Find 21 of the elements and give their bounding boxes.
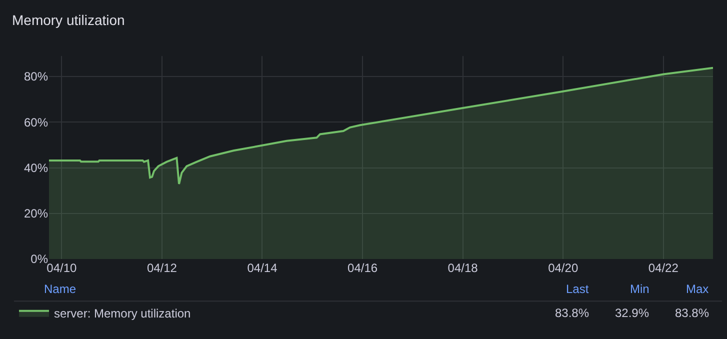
text: Name <box>44 282 76 296</box>
chart-title: Memory utilization <box>12 12 125 28</box>
x-tick-label: 04/18 <box>448 261 478 275</box>
legend-label: server: Memory utilization <box>54 306 191 321</box>
y-tick-label: 60% <box>24 115 48 130</box>
text: Max <box>686 282 709 296</box>
y-tick-label: 0% <box>30 252 48 266</box>
y-tick-label: 40% <box>24 160 48 175</box>
y-tick-label: 80% <box>24 70 48 84</box>
text: 83.8% <box>675 306 710 320</box>
text: 83.8% <box>555 306 590 320</box>
text: Last <box>566 282 590 296</box>
x-tick-label: 04/10 <box>46 261 78 275</box>
x-tick-label: 04/12 <box>146 261 178 275</box>
text: Min <box>630 282 650 296</box>
text: 32.9% <box>615 306 650 320</box>
x-tick-label: 04/16 <box>348 261 378 275</box>
x-tick-label: 04/20 <box>548 261 578 275</box>
y-tick-label: 20% <box>24 206 48 221</box>
x-tick-label: 04/22 <box>648 261 679 275</box>
x-tick-label: 04/14 <box>247 261 278 275</box>
